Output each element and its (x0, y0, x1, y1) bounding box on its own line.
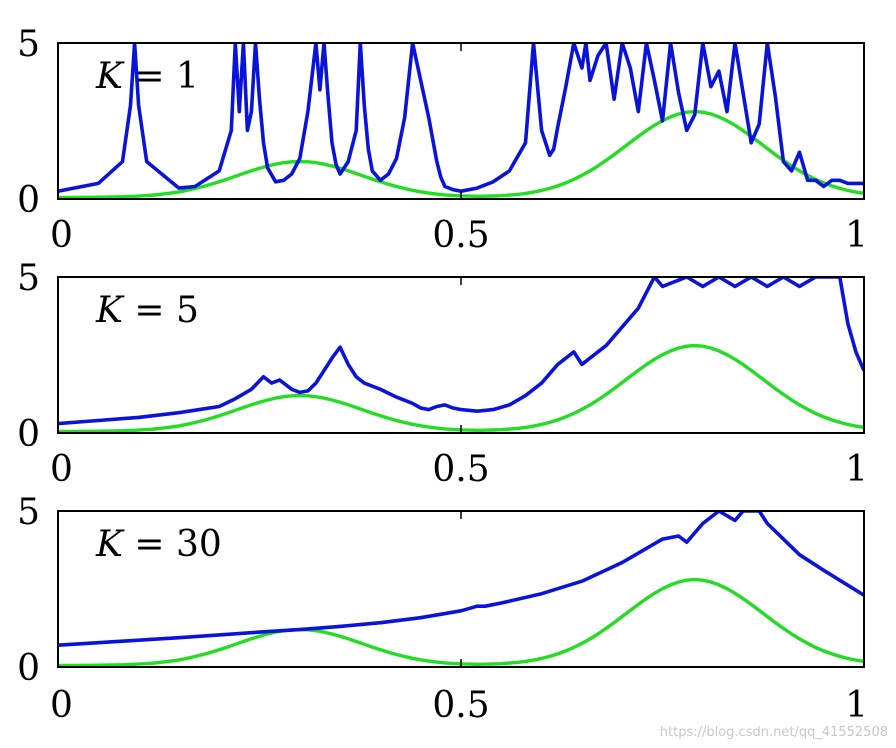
series-true-psd (58, 109, 864, 199)
panel-label-var: K (95, 524, 125, 565)
series-true-psd (58, 577, 864, 667)
panel-label-value: = 5 (123, 290, 199, 331)
x-tick-label: 1 (845, 449, 868, 490)
y-tick-label: 5 (17, 24, 40, 65)
x-tick-label: 0 (50, 685, 73, 726)
subplot-3: 0 0.5 1 0 5 K = 30 (17, 492, 868, 726)
series-true-psd (58, 343, 864, 433)
panel-label: K = 30 (95, 524, 222, 565)
watermark-text: https://blog.csdn.net/qq_41552508 (659, 725, 888, 740)
panel-label-var: K (95, 290, 125, 331)
y-tick-label: 5 (17, 492, 40, 533)
series-estimate (58, 511, 864, 647)
panel-label: K = 1 (95, 56, 199, 97)
x-tick-label: 1 (845, 215, 868, 256)
panel-label-value: = 1 (123, 56, 199, 97)
x-tick-label: 1 (845, 685, 868, 726)
panel-label-var: K (95, 56, 125, 97)
y-tick-label: 0 (17, 648, 40, 689)
x-tick-label: 0.5 (432, 215, 489, 256)
x-tick-label: 0.5 (432, 449, 489, 490)
subplot-1: 0 0.5 1 0 5 K = 1 (17, 24, 868, 256)
series-estimate (58, 277, 864, 426)
subplot-2: 0 0.5 1 0 5 K = 5 (17, 258, 868, 490)
x-tick-label: 0.5 (432, 685, 489, 726)
panel-label-value: = 30 (123, 524, 222, 565)
y-tick-label: 5 (17, 258, 40, 299)
y-tick-label: 0 (17, 414, 40, 455)
x-tick-label: 0 (50, 215, 73, 256)
x-tick-label: 0 (50, 449, 73, 490)
y-tick-label: 0 (17, 180, 40, 221)
panel-label: K = 5 (95, 290, 199, 331)
